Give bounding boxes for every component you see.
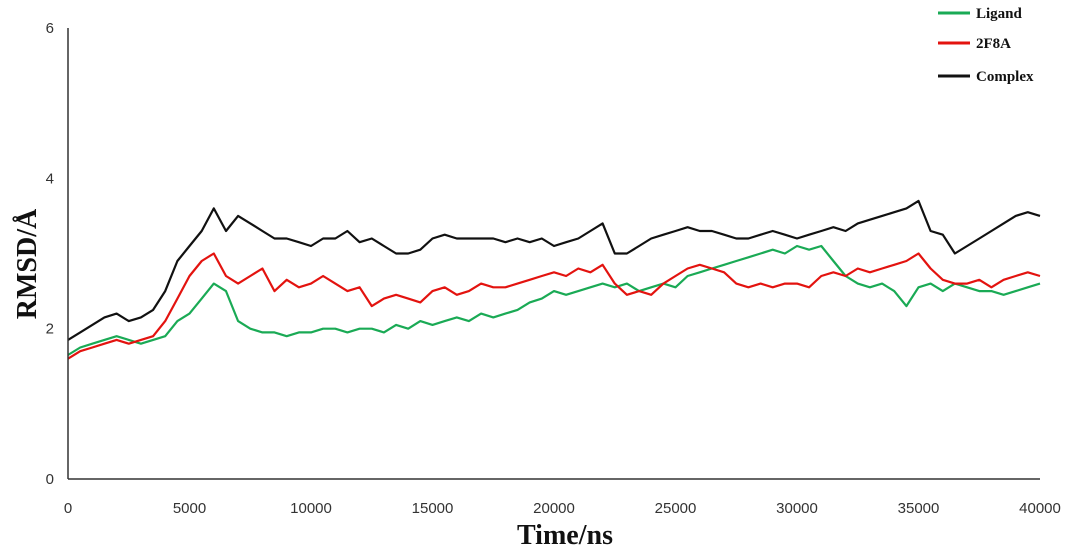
x-tick-label: 25000 xyxy=(655,500,697,517)
ticks-layer: 0 5000 10000 15000 20000 25000 30000 35000 40000… xyxy=(46,20,1061,517)
x-tick-label: 40000 xyxy=(1019,500,1061,517)
legend: Ligand 2F8A Complex xyxy=(938,6,1034,85)
y-axis-title: RMSD/Å xyxy=(12,208,43,319)
x-tick-label: 0 xyxy=(64,500,72,517)
x-axis-title: Time/ns xyxy=(517,520,613,551)
x-tick-label: 35000 xyxy=(898,500,940,517)
series-layer xyxy=(67,199,1041,360)
y-tick-label: 4 xyxy=(46,170,54,187)
legend-label: 2F8A xyxy=(976,36,1011,52)
x-tick-label: 15000 xyxy=(412,500,454,517)
x-tick-label: 30000 xyxy=(776,500,818,517)
axes-layer xyxy=(67,28,1040,480)
legend-label: Ligand xyxy=(976,6,1023,22)
x-tick-label: 10000 xyxy=(290,500,332,517)
series-line-2f8a xyxy=(67,252,1041,360)
x-tick-label: 20000 xyxy=(533,500,575,517)
legend-label: Complex xyxy=(976,69,1034,85)
x-tick-label: 5000 xyxy=(173,500,206,517)
y-tick-label: 6 xyxy=(46,20,54,37)
series-line-ligand xyxy=(67,244,1041,356)
series-line-complex xyxy=(67,199,1041,341)
y-tick-label: 0 xyxy=(46,471,54,488)
y-tick-label: 2 xyxy=(46,321,54,338)
